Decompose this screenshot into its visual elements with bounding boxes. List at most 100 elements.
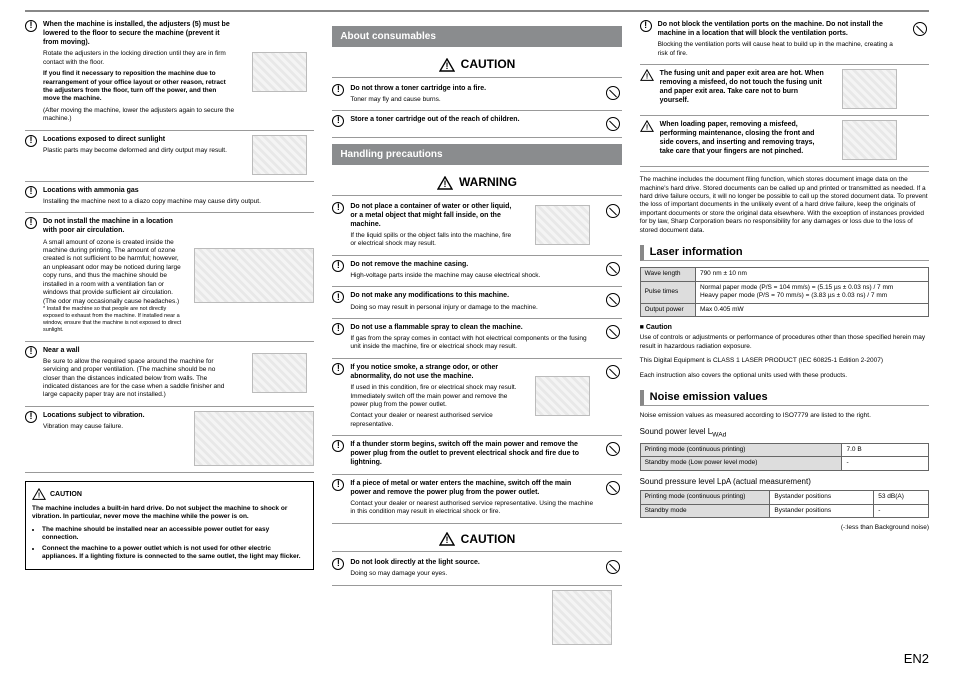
list-item: ! Locations with ammonia gas Installing … — [25, 186, 314, 207]
col-3: ! Do not block the ventilation ports on … — [640, 20, 929, 645]
item-text: (After moving the machine, lower the adj… — [43, 107, 234, 124]
item-text: Contact your dealer or nearest authorise… — [350, 412, 517, 429]
item-text: If gas from the spray comes in contact w… — [350, 335, 593, 352]
sec-handling: Handling precautions — [332, 144, 621, 165]
noise-table-1: Printing mode (continuous printing)7.0 B… — [640, 443, 929, 471]
illustration-placeholder — [842, 69, 897, 109]
exclam-icon: ! — [332, 440, 344, 452]
item-heading: The fusing unit and paper exit area are … — [660, 69, 825, 105]
laser-class: This Digital Equipment is CLASS 1 LASER … — [640, 357, 929, 365]
exclam-icon: ! — [332, 84, 344, 96]
illustration-placeholder — [194, 248, 314, 303]
warning-row: ! WARNING — [332, 171, 621, 196]
table-cell: Printing mode (continuous printing) — [640, 444, 842, 457]
list-item: ! If you notice smoke, a strange odor, o… — [332, 363, 621, 429]
exclam-icon: ! — [25, 217, 37, 229]
prohibit-icon — [606, 481, 620, 495]
item-heading: Store a toner cartridge out of the reach… — [350, 115, 593, 124]
prohibit-icon — [606, 442, 620, 456]
item-heading: Do not make any modifications to this ma… — [350, 291, 593, 300]
svg-text:!: ! — [445, 535, 448, 545]
item-text: Doing so may damage your eyes. — [350, 570, 593, 578]
caution-bullet: The machine should be installed near an … — [42, 526, 307, 543]
exclam-icon: ! — [332, 479, 344, 491]
caution-heading: CAUTION — [50, 490, 82, 499]
list-item: ! Do not throw a toner cartridge into a … — [332, 84, 621, 105]
item-heading: Do not place a container of water or oth… — [350, 202, 517, 229]
laser-note: Each instruction also covers the optiona… — [640, 372, 929, 380]
prohibit-icon — [606, 325, 620, 339]
prohibit-icon — [606, 560, 620, 574]
prohibit-icon — [606, 262, 620, 276]
table-cell: Output power — [640, 303, 695, 316]
svg-text:!: ! — [645, 74, 647, 81]
list-item: ! Do not block the ventilation ports on … — [640, 20, 929, 58]
table-cell: 53 dB(A) — [874, 491, 929, 504]
page-number: EN2 — [25, 651, 929, 668]
caution-tri-icon-2: ! — [439, 532, 455, 546]
list-item: ! Locations exposed to direct sunlight P… — [25, 135, 314, 175]
item-heading: Do not remove the machine casing. — [350, 260, 593, 269]
laser-caution-hd: ■ Caution — [640, 323, 929, 332]
col-2: About consumables ! CAUTION ! Do not thr… — [332, 20, 621, 645]
item-text: Vibration may cause failure. — [43, 423, 184, 431]
prohibit-icon — [913, 22, 927, 36]
item-text: Contact your dealer or nearest authorise… — [350, 500, 593, 517]
table-cell: Bystander positions — [770, 491, 874, 504]
item-heading: If you notice smoke, a strange odor, or … — [350, 363, 517, 381]
exclam-icon: ! — [25, 20, 37, 32]
table-cell: Standby mode (Low power level mode) — [640, 457, 842, 470]
illustration-placeholder — [252, 353, 307, 393]
caution-bullets: The machine should be installed near an … — [32, 526, 307, 562]
item-heading: Near a wall — [43, 346, 234, 355]
item-text: Rotate the adjusters in the locking dire… — [43, 50, 234, 67]
exclam-icon: ! — [332, 260, 344, 272]
spl-title: Sound power level LWAd — [640, 427, 929, 440]
col2-bottom-illust — [332, 590, 621, 645]
exclam-icon: ! — [332, 291, 344, 303]
list-item: ! Do not remove the machine casing. High… — [332, 260, 621, 281]
warn-tri-icon: ! — [640, 69, 654, 82]
item-text: Blocking the ventilation ports will caus… — [658, 41, 901, 58]
item-text: If you find it necessary to reposition t… — [43, 70, 234, 104]
list-item: ! When the machine is installed, the adj… — [25, 20, 314, 124]
warning-tri-icon: ! — [437, 176, 453, 190]
list-item: ! Do not make any modifications to this … — [332, 291, 621, 312]
exclam-icon: ! — [332, 323, 344, 335]
item-heading: If a piece of metal or water enters the … — [350, 479, 593, 497]
svg-text:!: ! — [445, 61, 448, 71]
laser-title: Laser information — [640, 245, 929, 261]
illustration-placeholder — [535, 376, 590, 416]
exclam-icon: ! — [25, 135, 37, 147]
item-heading: Do not install the machine in a location… — [43, 217, 184, 235]
warning-label: WARNING — [459, 175, 517, 191]
exclam-icon: ! — [332, 363, 344, 375]
list-item: ! When loading paper, removing a misfeed… — [640, 120, 929, 160]
prohibit-icon — [606, 86, 620, 100]
list-item: ! Near a wall Be sure to allow the requi… — [25, 346, 314, 400]
list-item: ! The fusing unit and paper exit area ar… — [640, 69, 929, 109]
list-item: ! Store a toner cartridge out of the rea… — [332, 115, 621, 131]
caution-row-2: ! CAUTION — [332, 528, 621, 553]
illustration-placeholder — [535, 205, 590, 245]
exclam-icon: ! — [640, 20, 652, 32]
caution-lead: The machine includes a built-in hard dri… — [32, 505, 307, 522]
exclam-icon: ! — [25, 346, 37, 358]
item-heading: If a thunder storm begins, switch off th… — [350, 440, 593, 467]
list-item: ! If a piece of metal or water enters th… — [332, 479, 621, 517]
table-cell: Bystander positions — [770, 504, 874, 517]
list-item: ! Locations subject to vibration. Vibrat… — [25, 411, 314, 466]
prohibit-icon — [606, 293, 620, 307]
table-cell: Max 0.405 mW — [695, 303, 928, 316]
svg-text:!: ! — [38, 492, 40, 499]
table-cell: Printing mode (continuous printing) — [640, 491, 770, 504]
hdd-paragraph: The machine includes the document filing… — [640, 176, 929, 235]
svg-text:!: ! — [443, 179, 446, 189]
spr-title: Sound pressure level LpA (actual measure… — [640, 477, 929, 487]
item-heading: Do not use a flammable spray to clean th… — [350, 323, 593, 332]
item-text: Plastic parts may become deformed and di… — [43, 147, 234, 155]
page-columns: ! When the machine is installed, the adj… — [25, 10, 929, 645]
item-text: Doing so may result in personal injury o… — [350, 304, 593, 312]
caution-icon: ! — [32, 488, 46, 501]
svg-text:!: ! — [645, 125, 647, 132]
